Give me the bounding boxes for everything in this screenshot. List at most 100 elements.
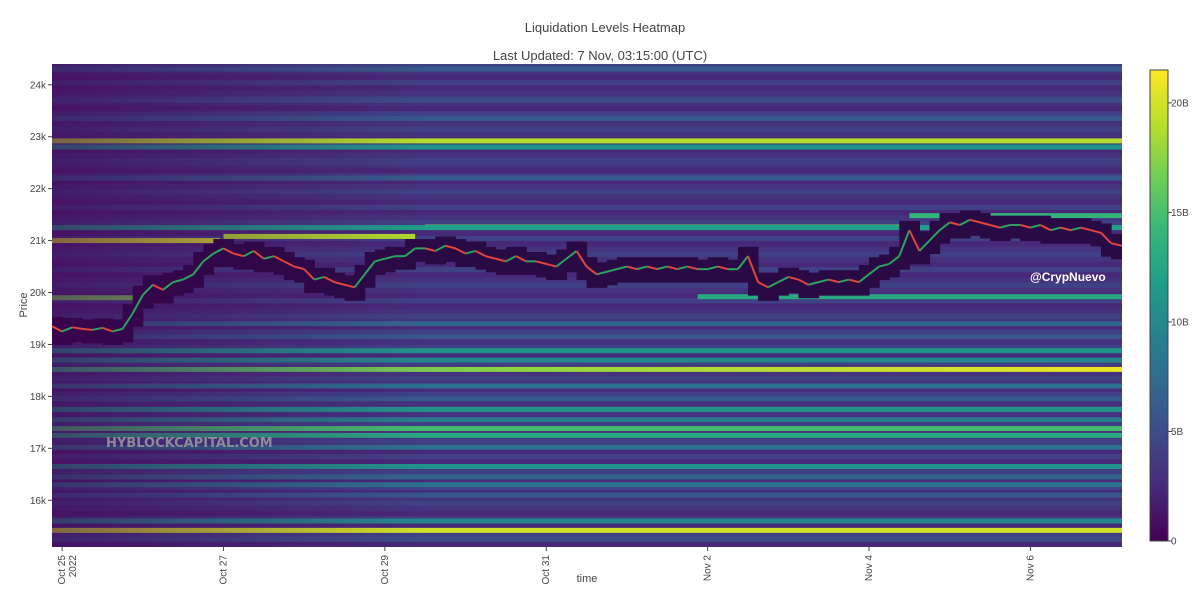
price-segment bbox=[646, 265, 658, 271]
price-segment bbox=[565, 250, 578, 260]
price-segment bbox=[293, 265, 305, 271]
price-segment bbox=[616, 265, 628, 271]
watermark: HYBLOCKCAPITAL.COM bbox=[106, 436, 273, 451]
price-segment bbox=[797, 278, 809, 286]
chart-subtitle: Last Updated: 7 Nov, 03:15:00 (UTC) bbox=[493, 48, 707, 63]
price-segment bbox=[61, 326, 73, 333]
y-axis: 16k 17k 18k 19k 20k 21k 22k 23k 24k bbox=[30, 80, 52, 507]
x-tick-label: Nov 4 bbox=[864, 555, 875, 582]
price-segment bbox=[303, 268, 315, 281]
colorbar-tick-label: 20B bbox=[1171, 98, 1189, 109]
price-segment bbox=[353, 273, 366, 288]
price-segment bbox=[102, 326, 113, 333]
price-segment bbox=[999, 224, 1011, 229]
price-segment bbox=[485, 255, 497, 260]
y-tick-label: 16k bbox=[30, 496, 47, 507]
y-tick-label: 17k bbox=[30, 444, 47, 455]
price-segment bbox=[434, 244, 446, 252]
colorbar-tick-label: 10B bbox=[1171, 317, 1189, 328]
price-segment bbox=[918, 239, 931, 252]
price-line bbox=[52, 218, 1122, 333]
price-segment bbox=[445, 244, 456, 250]
price-segment bbox=[465, 249, 476, 255]
y-tick-label: 23k bbox=[30, 132, 47, 143]
price-segment bbox=[1100, 232, 1112, 244]
x-tick-label: Oct 27 bbox=[218, 555, 229, 585]
price-segment bbox=[707, 265, 718, 271]
price-segment bbox=[928, 229, 941, 242]
price-segment bbox=[1080, 226, 1092, 232]
price-segment bbox=[767, 281, 779, 289]
price-segment bbox=[555, 257, 568, 268]
price-segment bbox=[112, 327, 123, 333]
price-segment bbox=[253, 250, 265, 260]
price-segment bbox=[677, 265, 688, 271]
price-segment bbox=[777, 276, 789, 284]
price-segment bbox=[938, 221, 951, 231]
price-segment bbox=[818, 278, 829, 284]
author-annotation: @CrypNuevo bbox=[1030, 270, 1106, 284]
price-segment bbox=[233, 252, 244, 258]
left-fade-overlay bbox=[52, 64, 1122, 547]
price-segment bbox=[545, 262, 557, 268]
x-axis: Oct 25 2022 Oct 27 Oct 29 Oct 31 Nov 2 Nov 4 No… bbox=[57, 547, 1036, 584]
price-segment bbox=[243, 250, 255, 258]
price-segment bbox=[344, 283, 355, 289]
price-segment bbox=[424, 247, 436, 252]
price-segment bbox=[979, 221, 991, 226]
price-segment bbox=[575, 250, 588, 268]
y-tick-label: 24k bbox=[30, 80, 47, 91]
y-axis-title: Price bbox=[18, 292, 30, 317]
price-segment bbox=[898, 229, 911, 257]
price-segment bbox=[142, 284, 154, 296]
colorbar-tick-label: 0 bbox=[1171, 537, 1177, 548]
chart-title: Liquidation Levels Heatmap bbox=[525, 20, 685, 35]
x-tick-label: Nov 6 bbox=[1025, 555, 1036, 582]
price-segment bbox=[949, 221, 961, 226]
price-segment bbox=[667, 265, 678, 271]
price-segment bbox=[626, 265, 638, 271]
price-segment bbox=[374, 257, 386, 263]
colorbar-ticks: 0 5B 10B 15B 20B bbox=[1168, 98, 1189, 548]
price-segment bbox=[747, 255, 759, 283]
price-segment bbox=[1060, 226, 1071, 232]
price-segment bbox=[182, 273, 194, 281]
price-segment bbox=[788, 275, 799, 281]
price-segment bbox=[223, 247, 235, 255]
price-segment bbox=[687, 265, 698, 271]
colorbar-tick-label: 5B bbox=[1171, 427, 1184, 438]
price-segment bbox=[1070, 226, 1082, 232]
price-segment bbox=[808, 281, 819, 286]
y-tick-label: 22k bbox=[30, 184, 47, 195]
price-segment bbox=[656, 265, 668, 271]
x-tick-label: Oct 29 bbox=[380, 555, 391, 585]
price-segment bbox=[908, 229, 921, 252]
price-segment bbox=[72, 326, 83, 330]
price-segment bbox=[1040, 224, 1052, 232]
price-segment bbox=[162, 281, 174, 291]
price-segment bbox=[1050, 226, 1061, 232]
price-segment bbox=[263, 255, 275, 260]
price-segment bbox=[172, 278, 184, 284]
price-segment bbox=[848, 278, 860, 284]
price-segment bbox=[202, 252, 214, 263]
price-segment bbox=[121, 312, 134, 330]
x-tick-sublabel: 2022 bbox=[68, 555, 79, 578]
price-segment bbox=[323, 276, 335, 284]
y-tick-label: 21k bbox=[30, 236, 47, 247]
price-segment bbox=[828, 278, 839, 284]
price-segment bbox=[535, 260, 547, 265]
price-segment bbox=[1090, 229, 1102, 234]
price-segment bbox=[313, 275, 325, 281]
x-axis-title: time bbox=[577, 573, 598, 585]
price-segment bbox=[1020, 224, 1031, 229]
price-segment bbox=[1110, 242, 1122, 247]
price-segment bbox=[273, 255, 285, 263]
price-segment bbox=[969, 218, 981, 224]
price-segment bbox=[152, 283, 164, 291]
x-tick-label: Nov 2 bbox=[703, 555, 714, 582]
price-segment bbox=[868, 265, 880, 276]
price-segment bbox=[636, 265, 648, 271]
price-segment bbox=[858, 273, 870, 283]
